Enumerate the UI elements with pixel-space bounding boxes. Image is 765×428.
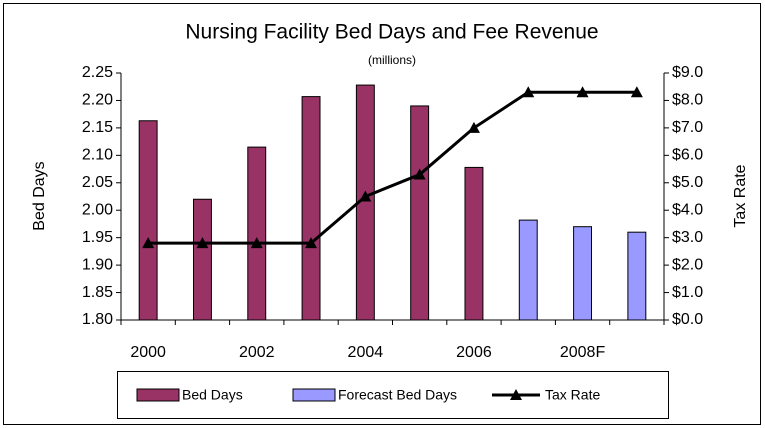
line-marker (305, 237, 318, 249)
y2-tick-label: $5.0 (672, 174, 703, 191)
line-marker (413, 168, 426, 180)
line-marker (142, 237, 155, 249)
y2-tick-label: $0.0 (672, 311, 703, 328)
bar (627, 231, 647, 321)
y2-tick-label: $4.0 (672, 201, 703, 218)
bar (192, 198, 212, 321)
y2-tick-label: $7.0 (672, 119, 703, 136)
x-tick-label: 2008F (560, 344, 606, 361)
legend-label: Bed Days (182, 387, 243, 403)
line-marker (196, 237, 209, 249)
y2-tick-label: $9.0 (672, 64, 703, 81)
legend-label: Forecast Bed Days (338, 387, 457, 403)
y-tick-label: 1.90 (82, 256, 113, 273)
bar (301, 96, 321, 321)
legend-label: Tax Rate (545, 387, 600, 403)
x-tick-label: 2000 (130, 344, 166, 361)
y-tick-label: 1.80 (82, 311, 113, 328)
legend-swatch (292, 388, 336, 402)
bar (464, 166, 484, 321)
line-marker (250, 237, 263, 249)
chart-subtitle: (millions) (368, 53, 416, 67)
line-marker (359, 190, 372, 202)
y-axis-title: Bed Days (31, 161, 48, 230)
legend-swatch (136, 388, 180, 402)
line-marker (467, 121, 480, 133)
bar (518, 219, 538, 321)
y-tick-label: 1.95 (82, 229, 113, 246)
y-tick-label: 2.15 (82, 119, 113, 136)
y2-tick-label: $8.0 (672, 92, 703, 109)
y-tick-label: 2.10 (82, 147, 113, 164)
bar (138, 120, 158, 321)
y-tick-label: 1.85 (82, 284, 113, 301)
y2-axis-title: Tax Rate (732, 164, 749, 227)
y-tick-label: 2.00 (82, 201, 113, 218)
bar (247, 146, 267, 321)
y-tick-label: 2.20 (82, 92, 113, 109)
line-marker (576, 86, 589, 98)
line (148, 90, 637, 245)
line-marker (630, 86, 643, 98)
y2-tick-label: $3.0 (672, 229, 703, 246)
y2-tick-label: $2.0 (672, 256, 703, 273)
y-tick-label: 2.05 (82, 174, 113, 191)
legend-box (117, 371, 669, 419)
chart-border (3, 3, 761, 425)
y2-tick-label: $1.0 (672, 284, 703, 301)
x-tick-label: 2004 (348, 344, 384, 361)
legend-marker (510, 389, 522, 400)
x-tick-label: 2002 (239, 344, 275, 361)
bar (573, 226, 593, 321)
line-marker (522, 86, 535, 98)
y-tick-label: 2.25 (82, 64, 113, 81)
bar (410, 105, 430, 321)
chart-title: Nursing Facility Bed Days and Fee Revenu… (185, 21, 598, 44)
x-tick-label: 2006 (456, 344, 492, 361)
y2-tick-label: $6.0 (672, 147, 703, 164)
